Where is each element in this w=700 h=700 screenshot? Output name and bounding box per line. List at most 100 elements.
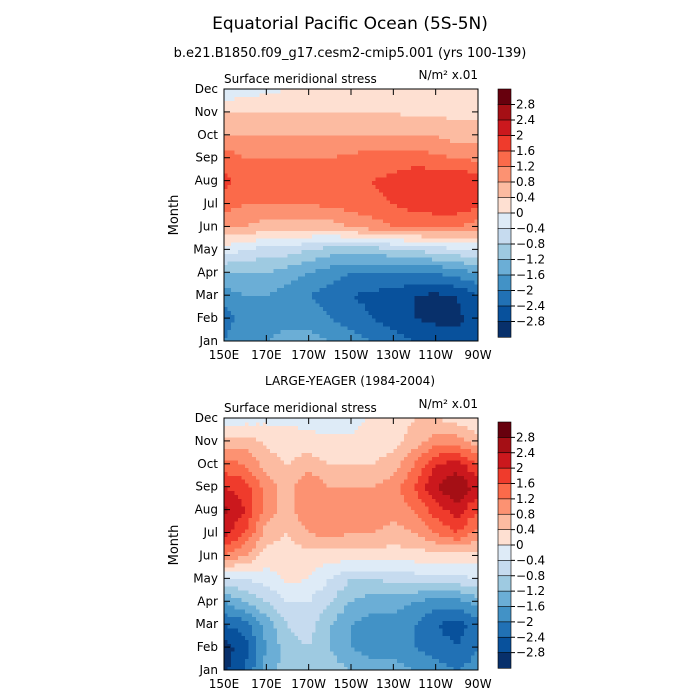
contour-cell bbox=[276, 257, 282, 262]
contour-cell bbox=[418, 276, 423, 281]
contour-cell bbox=[393, 123, 398, 128]
contour-cell bbox=[470, 153, 476, 159]
contour-cell bbox=[365, 134, 370, 140]
contour-cell bbox=[418, 176, 423, 182]
contour-cell bbox=[326, 299, 331, 304]
contour-cell bbox=[294, 207, 299, 212]
contour-cell bbox=[354, 306, 359, 312]
contour-cell bbox=[389, 96, 394, 102]
contour-cell bbox=[453, 253, 458, 258]
contour-cell bbox=[351, 310, 356, 315]
contour-cell bbox=[298, 306, 303, 312]
contour-cell bbox=[312, 89, 317, 94]
contour-cell bbox=[259, 325, 264, 331]
contour-cell bbox=[425, 199, 430, 205]
contour-cell bbox=[305, 115, 310, 121]
contour-cell bbox=[343, 318, 349, 323]
contour-cell bbox=[453, 310, 458, 315]
contour-cell bbox=[463, 111, 469, 117]
contour-cell bbox=[372, 157, 377, 163]
contour-cell bbox=[333, 310, 338, 315]
contour-cell bbox=[333, 215, 338, 220]
contour-cell bbox=[252, 108, 257, 113]
contour-cell bbox=[255, 96, 260, 102]
contour-cell bbox=[386, 192, 391, 197]
contour-cell bbox=[347, 283, 352, 289]
contour-cell bbox=[379, 329, 384, 334]
contour-cell bbox=[439, 180, 444, 186]
contour-cell bbox=[262, 287, 267, 292]
contour-cell bbox=[312, 169, 317, 174]
contour-cell bbox=[336, 268, 342, 273]
contour-cell bbox=[354, 184, 359, 189]
contour-cell bbox=[439, 142, 444, 147]
contour-cell bbox=[326, 268, 331, 273]
contour-cell bbox=[227, 188, 232, 193]
contour-cell bbox=[425, 123, 430, 128]
contour-cell bbox=[276, 272, 282, 277]
contour-cell bbox=[347, 245, 352, 250]
contour-cell bbox=[291, 131, 296, 136]
contour-cell bbox=[283, 662, 289, 667]
contour-cell bbox=[224, 195, 229, 201]
contour-cell bbox=[442, 199, 447, 205]
contour-cell bbox=[389, 218, 394, 224]
contour-cell bbox=[375, 104, 380, 109]
contour-cell bbox=[368, 180, 373, 186]
contour-cell bbox=[358, 180, 363, 186]
contour-cell bbox=[435, 180, 440, 186]
contour-cell bbox=[301, 230, 306, 235]
contour-cell bbox=[248, 108, 253, 113]
contour-cell bbox=[393, 337, 398, 342]
contour-cell bbox=[463, 203, 469, 208]
contour-cell bbox=[241, 226, 246, 231]
contour-cell bbox=[301, 150, 306, 155]
contour-cell bbox=[287, 123, 292, 128]
contour-cell bbox=[425, 150, 430, 155]
contour-cell bbox=[365, 92, 370, 98]
contour-cell bbox=[252, 89, 257, 94]
contour-cell bbox=[252, 180, 257, 186]
contour-cell bbox=[308, 153, 313, 159]
contour-cell bbox=[467, 188, 472, 193]
contour-cell bbox=[368, 96, 373, 102]
contour-cell bbox=[389, 337, 394, 342]
contour-cell bbox=[354, 123, 359, 128]
contour-cell bbox=[245, 318, 250, 323]
contour-cell bbox=[283, 257, 289, 262]
contour-cell bbox=[252, 157, 257, 163]
contour-cell bbox=[227, 253, 232, 258]
contour-cell bbox=[382, 161, 387, 166]
contour-cell bbox=[463, 226, 469, 231]
contour-cell bbox=[347, 165, 352, 170]
contour-cell bbox=[255, 119, 260, 124]
contour-cell bbox=[234, 245, 239, 250]
contour-cell bbox=[276, 295, 282, 300]
contour-cell bbox=[351, 222, 356, 228]
contour-cell bbox=[298, 108, 303, 113]
contour-cell bbox=[312, 299, 317, 304]
contour-cell bbox=[467, 173, 472, 178]
contour-cell bbox=[368, 226, 373, 231]
contour-cell bbox=[474, 123, 479, 128]
contour-cell bbox=[410, 169, 416, 174]
contour-cell bbox=[400, 234, 405, 239]
contour-cell bbox=[333, 111, 338, 117]
contour-cell bbox=[255, 226, 260, 231]
contour-cell bbox=[308, 337, 313, 342]
contour-cell bbox=[238, 207, 243, 212]
contour-cell bbox=[442, 302, 447, 308]
contour-cell bbox=[269, 283, 274, 289]
contour-cell bbox=[474, 337, 479, 342]
contour-cell bbox=[389, 234, 394, 239]
contour-cell bbox=[382, 165, 387, 170]
contour-cell bbox=[474, 188, 479, 193]
contour-cell bbox=[333, 92, 338, 98]
contour-cell bbox=[379, 302, 384, 308]
contour-cell bbox=[393, 104, 398, 109]
contour-cell bbox=[414, 318, 419, 323]
contour-cell bbox=[301, 295, 306, 300]
contour-cell bbox=[276, 230, 282, 235]
contour-cell bbox=[428, 268, 433, 273]
contour-cell bbox=[273, 314, 278, 319]
